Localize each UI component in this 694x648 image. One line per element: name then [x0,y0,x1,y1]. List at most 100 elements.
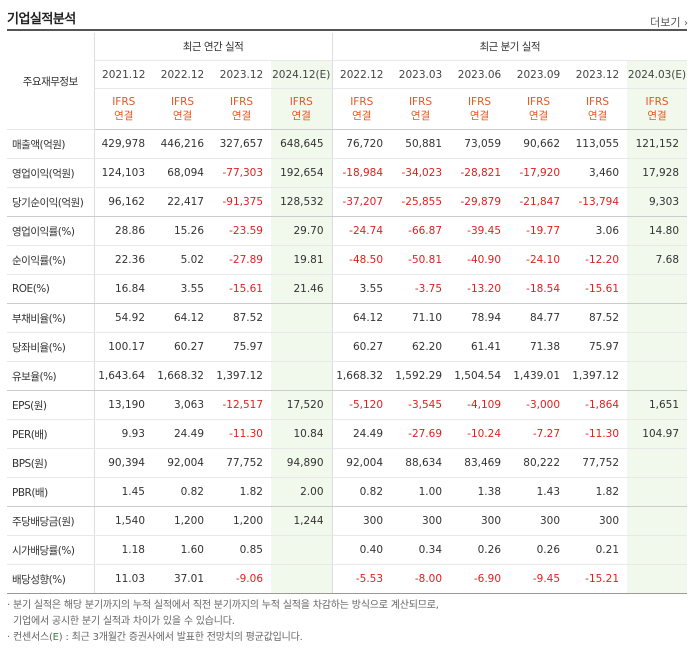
table-cell: 1,200 [153,506,212,536]
table-cell: 76,720 [331,129,392,159]
column-period: 2022.12 [331,60,392,89]
table-row: BPS(원) 90,394 92,004 77,752 94,890 92,004 88,6… [7,448,688,478]
table-cell: -11.30 [568,419,628,449]
ifrs-label: IFRS [289,96,313,108]
table-cell: 75.97 [568,332,628,362]
column-period: 2023.09 [509,60,569,89]
title-divider [7,29,687,31]
table-cell: 327,657 [212,129,271,159]
table-cell: 3,063 [153,390,212,420]
table-cell: 0.82 [153,477,212,507]
table-cell: 94,890 [271,448,333,478]
consolidated-label: 연결 [410,110,431,122]
row-label: 배당성향(%) [7,564,95,594]
table-row: 매출액(억원) 429,978 446,216 327,657 648,645 76,72… [7,129,688,159]
group-annual-header: 최근 연간 실적 [94,33,333,61]
table-cell [271,303,333,333]
table-row: EPS(원) 13,190 3,063 -12,517 17,520 -5,120 -3,5… [7,390,688,420]
more-link[interactable]: 더보기 › [650,14,688,30]
row-label: 유보율(%) [7,361,95,391]
table-cell: -39.45 [450,216,510,246]
table-cell: 1,439.01 [509,361,569,391]
table-cell: 24.49 [153,419,212,449]
footnotes: · 분기 실적은 해당 분기까지의 누적 실적에서 직전 분기까지의 누적 실적… [7,598,439,646]
footnote-2-prefix: · 컨센서스( [7,632,53,643]
table-row: 순이익률(%) 22.36 5.02 -27.89 19.81 -48.50 -50.81-… [7,245,688,275]
consolidated-label: 연결 [647,110,667,122]
column-accounting-standard[interactable]: IFRS 연결 [627,88,688,130]
table-row: 영업이익률(%) 28.86 15.26 -23.59 29.70 -24.74 -66.8… [7,216,688,246]
table-cell: 104.97 [627,419,688,449]
ifrs-label: IFRS [408,96,433,108]
table-cell: 77,752 [568,448,628,478]
table-cell: 446,216 [153,129,212,159]
table-cell: 1.82 [212,477,271,507]
table-cell: -5.53 [331,564,392,594]
table-cell: 1,397.12 [212,361,271,391]
column-accounting-standard[interactable]: IFRS 연결 [509,88,569,130]
table-cell: 24.49 [331,419,392,449]
column-accounting-standard[interactable]: IFRS 연결 [153,88,212,130]
table-cell: -91,375 [212,187,271,217]
table-cell: 0.34 [391,535,451,565]
table-cell: 96,162 [94,187,153,217]
table-cell: 75.97 [212,332,271,362]
table-cell: 0.40 [331,535,392,565]
table-cell: 92,004 [153,448,212,478]
table-cell: 300 [391,506,451,536]
table-cell [627,361,688,391]
table-cell: 1,200 [212,506,271,536]
table-cell: -3.75 [391,274,451,304]
table-cell: 3,460 [568,158,628,188]
table-row: 당좌비율(%) 100.17 60.27 75.97 60.27 62.20 61.41 71… [7,332,688,362]
row-label: 당좌비율(%) [7,332,95,362]
table-cell: 80,222 [509,448,569,478]
table-cell: -25,855 [391,187,451,217]
table-cell: 0.26 [509,535,569,565]
table-cell: 87.52 [212,303,271,333]
column-accounting-standard[interactable]: IFRS 연결 [212,88,271,130]
table-cell [271,564,333,594]
column-accounting-standard[interactable]: IFRS 연결 [271,88,333,130]
row-label: 영업이익(억원) [7,158,95,188]
table-cell: 1,540 [94,506,153,536]
table-row: 유보율(%) 1,643.64 1,668.32 1,397.12 1,668.32 1,… [7,361,688,391]
column-accounting-standard[interactable]: IFRS 연결 [568,88,628,130]
table-cell: -15.61 [212,274,271,304]
table-cell: 77,752 [212,448,271,478]
row-label: 시가배당률(%) [7,535,95,565]
column-accounting-standard[interactable]: IFRS 연결 [94,88,153,130]
row-label: ROE(%) [7,274,95,304]
table-cell [271,535,333,565]
table-cell: -8.00 [391,564,451,594]
table-row: 당기순이익(억원) 96,162 22,417 -91,375 128,532 -37,2… [7,187,688,217]
table-cell: 92,004 [331,448,392,478]
table-row: 배당성향(%) 11.03 37.01 -9.06 -5.53 -8.00 -6.90 -9.… [7,564,688,594]
table-row: 영업이익(억원) 124,103 68,094 -77,303 192,654 -18,9… [7,158,688,188]
table-cell: -12.20 [568,245,628,275]
table-cell: -18,984 [331,158,392,188]
financial-table: 주요재무정보 최근 연간 실적 최근 분기 실적 2021.12 2022.12 2… [7,33,688,594]
table-cell: -17,920 [509,158,569,188]
table-cell: -3,545 [391,390,451,420]
column-accounting-standard[interactable]: IFRS 연결 [450,88,510,130]
table-cell [627,506,688,536]
table-cell: 37.01 [153,564,212,594]
table-cell: -11.30 [212,419,271,449]
column-accounting-standard[interactable]: IFRS 연결 [331,88,392,130]
table-cell: -7.27 [509,419,569,449]
row-label: PBR(배) [7,477,95,507]
table-cell: 300 [568,506,628,536]
column-accounting-standard[interactable]: IFRS 연결 [391,88,451,130]
table-cell: 62.20 [391,332,451,362]
table-cell: -28,821 [450,158,510,188]
table-cell: -34,023 [391,158,451,188]
table-cell: 1.60 [153,535,212,565]
table-cell [627,535,688,565]
table-cell: 14.80 [627,216,688,246]
table-cell: 124,103 [94,158,153,188]
table-cell: 429,978 [94,129,153,159]
table-cell: 1,397.12 [568,361,628,391]
row-label: 영업이익률(%) [7,216,95,246]
